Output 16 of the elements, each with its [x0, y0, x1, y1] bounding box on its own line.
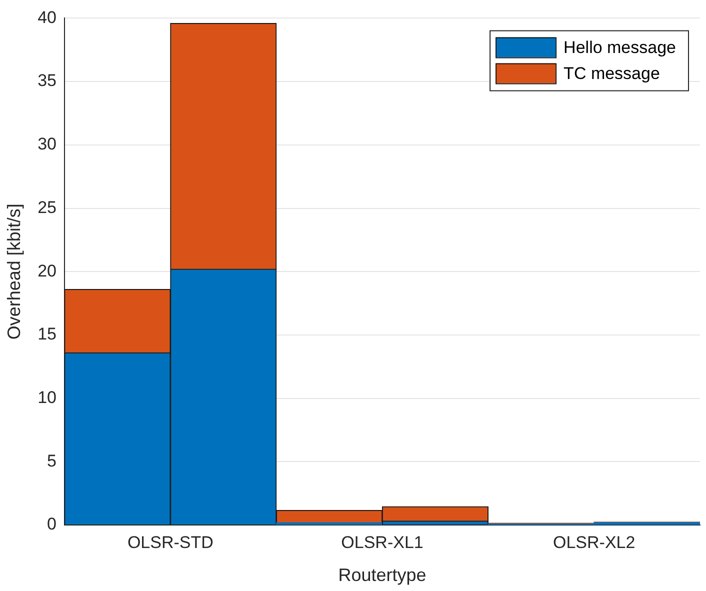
y-tick-label: 10 [38, 388, 57, 407]
y-tick-label: 20 [38, 261, 57, 280]
y-tick-label: 35 [38, 71, 57, 90]
x-axis-title: Routertype [338, 565, 426, 586]
x-tick-label: OLSR-XL2 [552, 532, 636, 552]
y-tick-label: 15 [38, 324, 57, 344]
y-tick-label: 30 [38, 134, 57, 154]
legend-label: Hello message [564, 38, 676, 57]
y-tick-label: 5 [47, 451, 57, 470]
x-tick-label: OLSR-XL1 [341, 532, 424, 552]
y-tick-label: 25 [38, 198, 57, 217]
y-tick-label: 40 [38, 8, 57, 27]
y-tick-label: 0 [47, 514, 57, 534]
x-tick-label: OLSR-STD [127, 532, 214, 552]
y-axis-title: Overhead [kbit/s] [4, 204, 24, 340]
legend-label: TC message [564, 64, 660, 83]
